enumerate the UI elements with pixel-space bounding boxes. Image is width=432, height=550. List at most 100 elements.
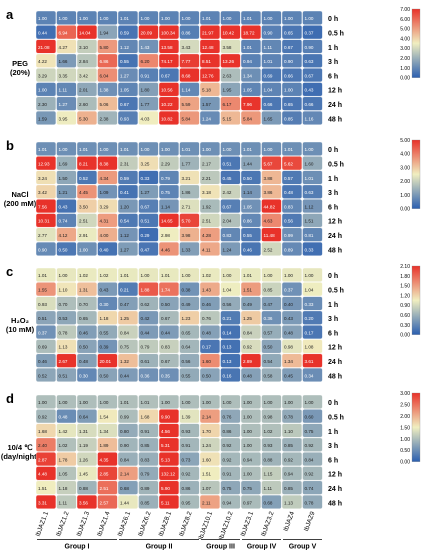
heatmap-cell — [261, 296, 282, 311]
heatmap-cell — [199, 39, 221, 54]
heatmap-cell — [261, 25, 282, 40]
cell-value-label: 1.00 — [243, 472, 252, 477]
heatmap-cell — [199, 25, 221, 40]
heatmap-cell — [302, 367, 323, 383]
heatmap-cell — [138, 494, 159, 510]
heatmap-cell — [240, 156, 262, 171]
cell-value-label: 0.33 — [141, 176, 150, 181]
heatmap-cell — [281, 466, 303, 481]
cell-value-label: 1.00 — [264, 400, 273, 405]
heatmap-cell — [240, 466, 262, 481]
heatmap-cell — [35, 325, 57, 340]
group-label: Group II — [146, 543, 173, 550]
colorbar-tick-label: 1.00 — [400, 437, 410, 443]
cell-value-label: 0.33 — [305, 302, 314, 307]
panel-label: d — [6, 391, 14, 406]
heatmap-cell — [302, 480, 323, 495]
heatmap-cell — [35, 452, 57, 467]
colorbar-tick-label: 3.00 — [400, 391, 410, 397]
cell-value-label: 1.00 — [243, 443, 252, 448]
cell-value-label: 1.27 — [120, 73, 129, 78]
cell-value-label: 1.11 — [59, 88, 68, 93]
heatmap-cell — [158, 282, 180, 297]
heatmap-cell — [281, 423, 303, 438]
treatment-sublabel: (200 mM) — [4, 199, 37, 208]
heatmap-cell — [117, 423, 139, 438]
heatmap-cell — [220, 367, 241, 383]
heatmap-cell — [220, 296, 241, 311]
cell-value-label: 1.09 — [100, 190, 109, 195]
cell-value-label: 2.21 — [202, 176, 211, 181]
heatmap-cell — [138, 141, 159, 156]
cell-value-label: 1.68 — [38, 429, 47, 434]
cell-value-label: 1.12 — [120, 45, 129, 50]
heatmap-cell — [158, 198, 180, 214]
cell-value-label: 1.50 — [59, 176, 68, 181]
heatmap-cell — [56, 339, 77, 354]
cell-value-label: 7.96 — [243, 102, 252, 107]
cell-value-label: 1.04 — [223, 287, 232, 292]
timepoint-label: 24 h — [328, 102, 342, 109]
heatmap-cell — [220, 25, 241, 40]
cell-value-label: 2.57 — [100, 500, 109, 505]
cell-value-label: 0.91 — [141, 73, 150, 78]
heatmap-cell — [179, 466, 200, 481]
heatmap-cell — [281, 141, 303, 156]
cell-value-label: 1.70 — [202, 429, 211, 434]
heatmap-cell — [76, 296, 98, 311]
heatmap-cell — [281, 494, 303, 510]
heatmap-cell — [220, 82, 241, 97]
heatmap-cell — [281, 110, 303, 125]
heatmap-cell — [302, 296, 323, 311]
gene-label: IbJAZ1.2 — [55, 510, 71, 537]
colorbar-tick-label: 3.00 — [400, 165, 410, 171]
heatmap-cell — [261, 494, 282, 510]
heatmap-cell — [220, 394, 241, 409]
heatmap-cell — [199, 184, 221, 199]
heatmap-cell — [261, 184, 282, 199]
cell-value-label: 2.77 — [38, 233, 47, 238]
heatmap-cell — [302, 10, 323, 25]
cell-value-label: 21.08 — [38, 45, 50, 50]
colorbar-tick-label: 4.00 — [400, 36, 410, 42]
heatmap-cell — [179, 452, 200, 467]
cell-value-label: 1.01 — [79, 147, 88, 152]
cell-value-label: 5.31 — [161, 443, 170, 448]
heatmap-cell — [179, 184, 200, 199]
cell-value-label: 2.89 — [243, 359, 252, 364]
heatmap-cell — [261, 353, 282, 368]
cell-value-label: 1.12 — [120, 233, 129, 238]
heatmap-cell — [179, 53, 200, 68]
cell-value-label: 2.63 — [223, 73, 232, 78]
heatmap-cell — [35, 110, 57, 125]
heatmap-cell — [220, 184, 241, 199]
cell-value-label: 0.83 — [223, 233, 232, 238]
heatmap-cell — [199, 452, 221, 467]
heatmap-cell — [158, 141, 180, 156]
heatmap-cell — [281, 184, 303, 199]
treatment-sublabel: (20%) — [10, 68, 31, 77]
cell-value-label: 1.86 — [182, 190, 191, 195]
treatment-sublabel: (day/night) — [1, 452, 40, 461]
heatmap-cell — [35, 184, 57, 199]
heatmap-cell — [220, 53, 241, 68]
heatmap-cell — [158, 339, 180, 354]
heatmap-cell — [117, 170, 139, 185]
cell-value-label: 10.82 — [161, 116, 173, 121]
cell-value-label: 1.69 — [59, 161, 68, 166]
heatmap-cell — [220, 96, 241, 111]
cell-value-label: 0.93 — [120, 116, 129, 121]
cell-value-label: 0.58 — [264, 373, 273, 378]
heatmap-cell — [281, 296, 303, 311]
heatmap-cell — [97, 339, 118, 354]
heatmap-cell — [199, 110, 221, 125]
cell-value-label: 0.70 — [79, 302, 88, 307]
heatmap-cell — [240, 53, 262, 68]
cell-value-label: 0.47 — [264, 302, 273, 307]
cell-value-label: 0.52 — [79, 176, 88, 181]
cell-value-label: 12.93 — [38, 161, 50, 166]
heatmap-cell — [261, 110, 282, 125]
cell-value-label: 1.27 — [59, 102, 68, 107]
cell-value-label: 0.48 — [59, 414, 68, 419]
cell-value-label: 0.90 — [38, 247, 47, 252]
